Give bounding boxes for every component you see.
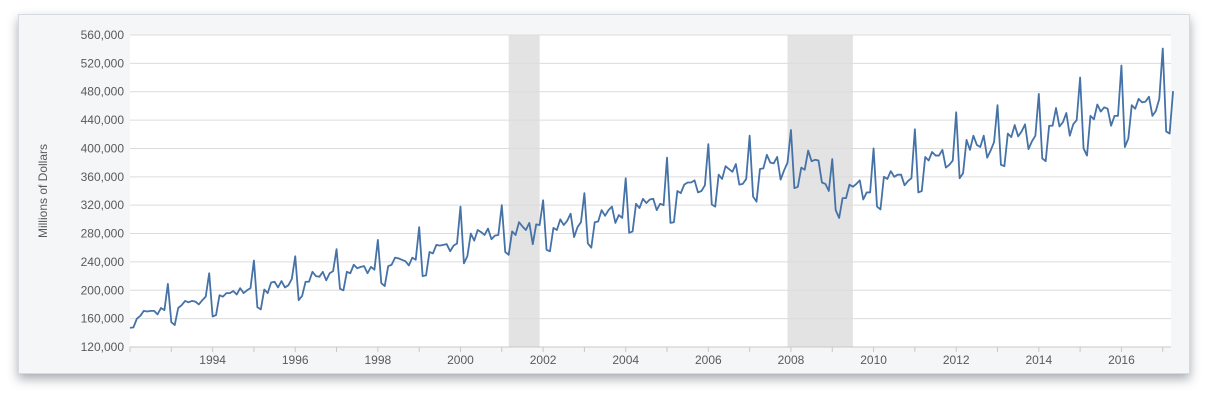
y-tick-label: 160,000 [81, 312, 125, 326]
y-tick-label: 560,000 [81, 28, 125, 42]
recession-band-2 [787, 35, 853, 347]
x-tick-label: 1994 [199, 353, 226, 367]
x-tick-label: 1996 [282, 353, 309, 367]
y-axis: 120,000 160,000 200,000 240,000 280,000 320,0… [81, 28, 125, 354]
x-tick-label: 2008 [778, 353, 805, 367]
y-tick-label: 480,000 [81, 85, 125, 99]
series-line-1 [129, 47, 1174, 329]
x-tick-label: 2000 [447, 353, 474, 367]
y-tick-label: 360,000 [81, 170, 125, 184]
chart-svg: 1994 1996 1998 2000 2002 2004 2006 2008 2010 2012… [36, 28, 1174, 367]
y-tick-label: 280,000 [81, 227, 125, 241]
gridlines [130, 34, 1171, 348]
x-tick-label: 2002 [530, 353, 557, 367]
series-layer [129, 47, 1174, 329]
y-tick-label: 520,000 [81, 56, 125, 70]
y-tick-label: 320,000 [81, 198, 125, 212]
recession-band-1 [508, 35, 540, 347]
y-tick-label: 120,000 [81, 340, 125, 354]
y-tick-label: 440,000 [81, 113, 125, 127]
x-tick-label: 1998 [365, 353, 392, 367]
x-tick-label: 2014 [1025, 353, 1052, 367]
x-tick-label: 2012 [943, 353, 970, 367]
x-axis: 1994 1996 1998 2000 2002 2004 2006 2008 2010 2012… [129, 346, 1171, 367]
y-axis-title: Millions of Dollars [36, 144, 50, 238]
x-tick-label: 2004 [612, 353, 639, 367]
recession-bands [508, 35, 853, 347]
x-tick-label: 2010 [860, 353, 887, 367]
y-tick-label: 400,000 [81, 141, 125, 155]
plot-background [130, 35, 1171, 347]
chart-container: 1994 1996 1998 2000 2002 2004 2006 2008 2010 2012… [18, 14, 1190, 374]
x-tick-label: 2016 [1108, 353, 1135, 367]
x-tick-label: 2006 [695, 353, 722, 367]
y-tick-label: 240,000 [81, 255, 125, 269]
y-tick-label: 200,000 [81, 283, 125, 297]
